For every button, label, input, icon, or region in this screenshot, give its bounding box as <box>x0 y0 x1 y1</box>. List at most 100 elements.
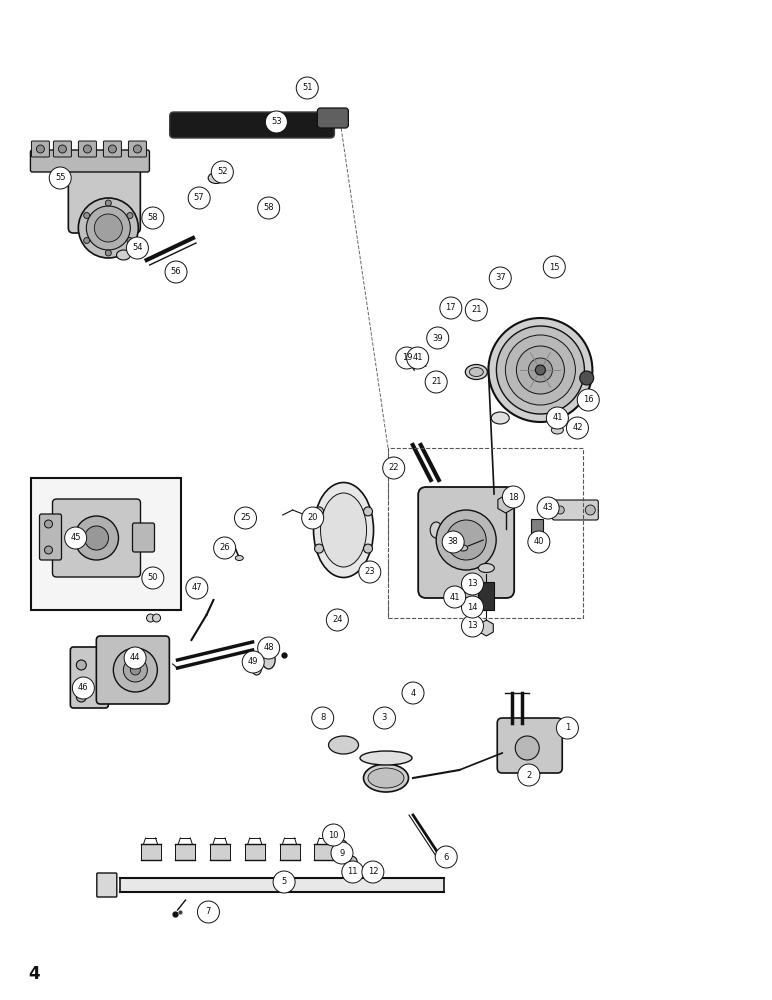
Circle shape <box>506 335 575 405</box>
Text: 50: 50 <box>147 573 158 582</box>
Text: 6: 6 <box>444 852 449 861</box>
Circle shape <box>374 707 395 729</box>
Circle shape <box>466 299 487 321</box>
Circle shape <box>402 682 424 704</box>
Circle shape <box>543 256 565 278</box>
Text: 14: 14 <box>467 602 478 611</box>
Circle shape <box>489 267 511 289</box>
Circle shape <box>359 561 381 583</box>
Circle shape <box>331 842 353 864</box>
Ellipse shape <box>188 196 201 204</box>
Text: 19: 19 <box>401 354 412 362</box>
Text: 37: 37 <box>495 273 506 282</box>
Circle shape <box>312 707 334 729</box>
Text: 52: 52 <box>217 167 228 176</box>
Ellipse shape <box>491 412 510 424</box>
Ellipse shape <box>259 207 269 214</box>
Circle shape <box>86 206 130 250</box>
Text: 4: 4 <box>411 688 415 698</box>
Circle shape <box>242 651 264 673</box>
Circle shape <box>462 596 483 618</box>
Text: 24: 24 <box>332 615 343 624</box>
Circle shape <box>396 347 418 369</box>
Circle shape <box>36 145 45 153</box>
Circle shape <box>327 609 348 631</box>
Circle shape <box>153 614 161 622</box>
Circle shape <box>113 648 157 692</box>
Circle shape <box>212 161 233 183</box>
Circle shape <box>127 213 133 219</box>
Circle shape <box>273 871 295 893</box>
Text: 45: 45 <box>70 534 81 542</box>
FancyBboxPatch shape <box>175 844 195 860</box>
Ellipse shape <box>551 426 564 434</box>
Circle shape <box>547 407 568 429</box>
Circle shape <box>407 347 428 369</box>
FancyBboxPatch shape <box>479 582 494 610</box>
Circle shape <box>557 717 578 739</box>
Ellipse shape <box>329 736 358 754</box>
Text: 43: 43 <box>543 504 554 512</box>
Ellipse shape <box>469 367 483 376</box>
Text: 3: 3 <box>382 714 387 722</box>
Circle shape <box>435 846 457 868</box>
Text: 22: 22 <box>388 464 399 473</box>
Text: 41: 41 <box>552 413 563 422</box>
FancyBboxPatch shape <box>141 844 161 860</box>
Circle shape <box>528 358 553 382</box>
Ellipse shape <box>364 764 408 792</box>
FancyBboxPatch shape <box>279 844 300 860</box>
Text: 46: 46 <box>78 684 89 692</box>
FancyBboxPatch shape <box>245 844 265 860</box>
FancyBboxPatch shape <box>53 141 72 157</box>
FancyBboxPatch shape <box>52 499 141 577</box>
Text: 15: 15 <box>549 262 560 271</box>
FancyBboxPatch shape <box>497 718 562 773</box>
Text: 49: 49 <box>248 658 259 667</box>
Circle shape <box>59 145 66 153</box>
Circle shape <box>345 856 357 868</box>
FancyBboxPatch shape <box>96 873 117 897</box>
FancyBboxPatch shape <box>530 519 543 541</box>
Circle shape <box>405 358 413 366</box>
Circle shape <box>65 527 86 549</box>
Text: 13: 13 <box>467 579 478 588</box>
Ellipse shape <box>313 483 374 578</box>
Circle shape <box>165 261 187 283</box>
FancyBboxPatch shape <box>31 478 181 610</box>
FancyBboxPatch shape <box>103 141 121 157</box>
Circle shape <box>436 510 496 570</box>
Text: 16: 16 <box>583 395 594 404</box>
Circle shape <box>577 389 599 411</box>
Circle shape <box>462 573 483 595</box>
Circle shape <box>314 544 323 553</box>
FancyBboxPatch shape <box>120 878 444 892</box>
Circle shape <box>364 544 373 553</box>
Circle shape <box>496 326 584 414</box>
Circle shape <box>427 327 449 349</box>
FancyBboxPatch shape <box>133 523 154 552</box>
Text: 21: 21 <box>471 306 482 314</box>
Text: 38: 38 <box>448 538 459 546</box>
Circle shape <box>302 507 323 529</box>
FancyBboxPatch shape <box>79 141 96 157</box>
Circle shape <box>442 531 464 553</box>
Circle shape <box>258 637 279 659</box>
Circle shape <box>585 505 595 515</box>
Circle shape <box>364 507 373 516</box>
Text: 47: 47 <box>191 583 202 592</box>
Circle shape <box>580 371 594 385</box>
Text: 40: 40 <box>533 538 544 546</box>
Circle shape <box>258 197 279 219</box>
Text: 20: 20 <box>307 514 318 522</box>
FancyBboxPatch shape <box>30 150 150 172</box>
Text: 54: 54 <box>132 243 143 252</box>
Circle shape <box>489 318 592 422</box>
Text: 42: 42 <box>572 423 583 432</box>
Circle shape <box>462 615 483 637</box>
Circle shape <box>188 187 210 209</box>
Circle shape <box>363 871 371 879</box>
Circle shape <box>45 546 52 554</box>
Circle shape <box>78 198 138 258</box>
Circle shape <box>49 167 71 189</box>
